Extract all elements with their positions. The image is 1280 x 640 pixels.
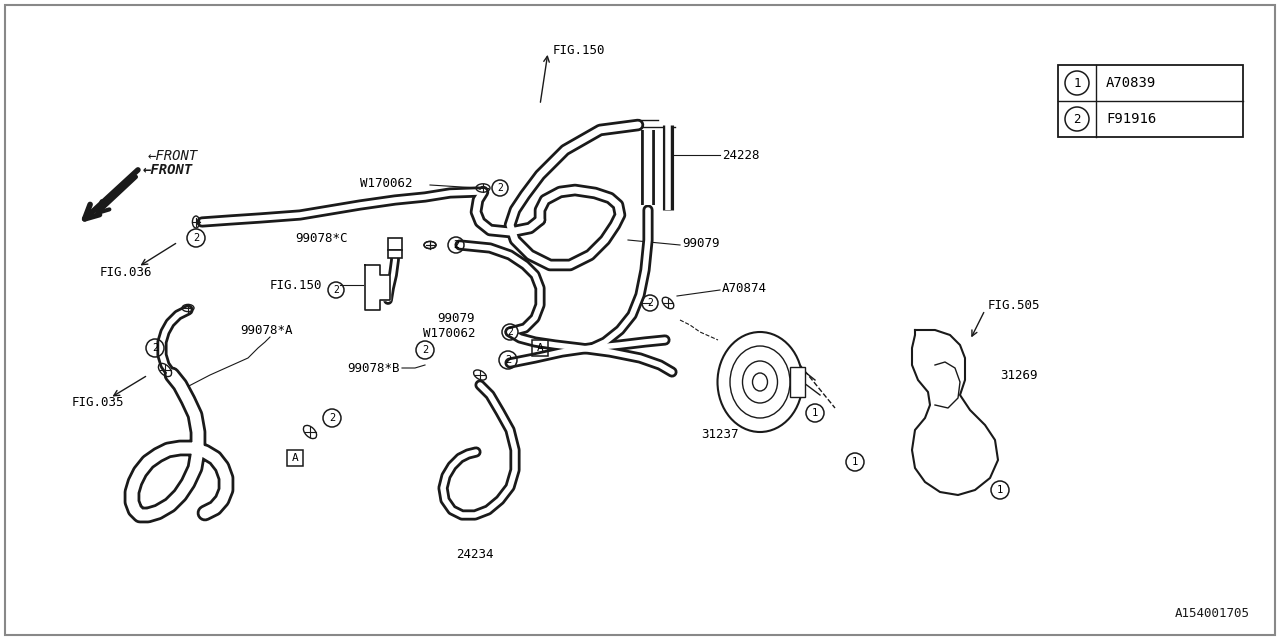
Text: W170062: W170062 <box>422 326 475 339</box>
Text: 2: 2 <box>504 355 511 365</box>
Text: A70839: A70839 <box>1106 76 1156 90</box>
Text: A: A <box>292 453 298 463</box>
Text: 99078*A: 99078*A <box>241 323 293 337</box>
Text: W170062: W170062 <box>360 177 412 189</box>
Text: 2: 2 <box>422 345 428 355</box>
Text: 31269: 31269 <box>1000 369 1038 381</box>
Text: 1: 1 <box>852 457 858 467</box>
Text: FIG.150: FIG.150 <box>553 44 605 56</box>
Text: ←FRONT: ←FRONT <box>148 149 198 163</box>
Text: 99078*B: 99078*B <box>347 362 401 374</box>
Text: FIG.036: FIG.036 <box>100 266 152 278</box>
Text: 31237: 31237 <box>701 428 739 441</box>
Ellipse shape <box>718 332 803 432</box>
Text: 2: 2 <box>152 343 159 353</box>
Text: A: A <box>536 343 544 353</box>
Bar <box>388 250 402 258</box>
Text: 2: 2 <box>497 183 503 193</box>
Text: A70874: A70874 <box>722 282 767 294</box>
Bar <box>532 340 548 356</box>
Text: 24228: 24228 <box>722 148 759 161</box>
Bar <box>388 238 402 250</box>
Text: 2: 2 <box>507 327 513 337</box>
Text: 24234: 24234 <box>456 548 494 561</box>
Text: FIG.505: FIG.505 <box>988 298 1041 312</box>
Text: 2: 2 <box>1073 113 1080 125</box>
Text: 2: 2 <box>648 298 653 308</box>
Bar <box>790 367 805 397</box>
Text: FIG.150: FIG.150 <box>270 278 323 291</box>
Text: FIG.035: FIG.035 <box>72 396 124 408</box>
Text: 99079: 99079 <box>682 237 719 250</box>
Bar <box>1059 65 1243 137</box>
Text: 2: 2 <box>333 285 339 295</box>
Text: 99079: 99079 <box>438 312 475 324</box>
Text: A154001705: A154001705 <box>1175 607 1251 620</box>
Text: ←FRONT: ←FRONT <box>143 163 193 177</box>
Text: 2: 2 <box>329 413 335 423</box>
Text: 1: 1 <box>1073 77 1080 90</box>
Text: 99078*C: 99078*C <box>294 232 347 244</box>
Text: F91916: F91916 <box>1106 112 1156 126</box>
Polygon shape <box>913 330 998 495</box>
Text: 1: 1 <box>812 408 818 418</box>
Polygon shape <box>365 265 390 310</box>
Bar <box>287 450 303 466</box>
Text: 1: 1 <box>997 485 1004 495</box>
Text: 2: 2 <box>193 233 200 243</box>
Text: 2: 2 <box>453 240 460 250</box>
